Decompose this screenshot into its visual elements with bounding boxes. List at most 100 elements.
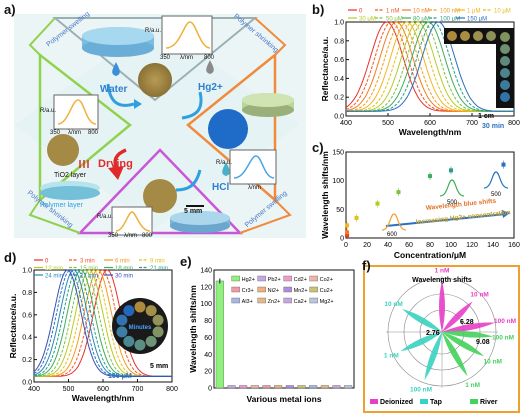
legend-entry: Ca2+ bbox=[294, 299, 307, 305]
panel-f: f) 1 nM 10 nM 100 nM 10 nM 1 nM 100 nM 1 nM 10 … bbox=[362, 258, 522, 415]
bar-0 bbox=[215, 280, 224, 389]
inset-right-y: R/a.u. bbox=[216, 160, 233, 166]
y-tick-label: 0.8 bbox=[22, 290, 32, 297]
legend-swatch bbox=[283, 275, 292, 282]
spectrum-line-10 bbox=[346, 21, 514, 112]
plot-frame bbox=[213, 269, 355, 389]
y-tick-label: 0.0 bbox=[334, 114, 344, 121]
inset-right-x: λ/nm bbox=[248, 185, 262, 191]
panel-d: d) 400 500 600 700 800 0.0 0.2 0.4 0.6 0.8 1.0 Wave… bbox=[0, 250, 180, 415]
inset-top-xmin: 350 bbox=[160, 55, 171, 61]
sample-photo bbox=[500, 92, 510, 102]
x-tick-label: 20 bbox=[363, 242, 371, 249]
legend-entry: 10 μM bbox=[494, 9, 511, 15]
legend-entry: 15 min bbox=[80, 266, 98, 272]
panel-a-diagram bbox=[14, 14, 306, 238]
panel-e: e) 0 20 40 60 80 100 120 140 Various metal ions W… bbox=[180, 254, 360, 415]
legend-swatch bbox=[309, 286, 318, 293]
legend-swatch bbox=[257, 286, 266, 293]
sample-photo bbox=[473, 31, 483, 41]
y-tick-label: 0.6 bbox=[22, 312, 32, 319]
legend-entry: 30 μM bbox=[359, 17, 376, 23]
time-sample-photo bbox=[145, 335, 157, 347]
petal-6 bbox=[442, 332, 468, 377]
x-tick-label: 40 bbox=[384, 242, 392, 249]
annotation-blue-shift: Wavelength blue shifts bbox=[425, 198, 496, 212]
concentration-label-d: 100 μM bbox=[108, 373, 132, 380]
inset-top-xmax: 800 bbox=[204, 55, 215, 61]
tio2-layer-label: TiO2 layer bbox=[54, 172, 87, 179]
legend-entry: 24 min bbox=[45, 274, 63, 280]
petal-0 bbox=[439, 280, 445, 332]
mini-spectrum bbox=[483, 171, 509, 189]
panel-d-chart: 400 500 600 700 800 0.0 0.2 0.4 0.6 0.8 1.0 Wavelen… bbox=[8, 259, 178, 404]
inset-bottom-xmin: 350 bbox=[108, 233, 119, 239]
legend-entry: 12 min bbox=[45, 266, 63, 272]
x-tick-label: 700 bbox=[466, 120, 478, 127]
legend-entry: 1 μM bbox=[467, 9, 480, 15]
time-sample-photo bbox=[152, 314, 164, 326]
petal-4 bbox=[400, 332, 442, 352]
legend-entry: 1 nM bbox=[386, 9, 399, 15]
legend-entry: 100 nM bbox=[440, 9, 460, 15]
legend-entry: Hg2+ bbox=[242, 277, 255, 283]
x-tick-label: 0 bbox=[344, 242, 348, 249]
y-tick-label: 0 bbox=[340, 236, 344, 243]
y-tick-label: 1.0 bbox=[22, 268, 32, 275]
bar-5 bbox=[274, 385, 283, 389]
legend-swatch bbox=[309, 275, 318, 282]
inset-left-xmin: 350 bbox=[50, 130, 61, 136]
legend-entry: 9 min bbox=[150, 259, 165, 265]
bar-10 bbox=[332, 385, 341, 389]
legend-entry: 100 μM bbox=[440, 17, 460, 23]
bar-1 bbox=[227, 385, 236, 389]
mini-label: 500 bbox=[491, 192, 502, 198]
scale-bar-b: 1 cm bbox=[478, 113, 494, 120]
y-tick-label: 0.8 bbox=[334, 38, 344, 45]
petal-label: 100 nM bbox=[410, 387, 432, 394]
petal-2 bbox=[442, 322, 496, 333]
panel-c-label: c) bbox=[312, 140, 324, 155]
x-tick-label: 400 bbox=[340, 120, 352, 127]
legend-swatch bbox=[470, 399, 478, 404]
y-tick-label: 120 bbox=[200, 284, 212, 291]
y-tick-label: 0.6 bbox=[334, 57, 344, 64]
legend-entry: Zn2+ bbox=[268, 299, 281, 305]
inset-bottom-x: λ/nm bbox=[124, 233, 138, 239]
inset-bottom-xmax: 800 bbox=[142, 233, 153, 239]
trend-arrowhead bbox=[502, 210, 510, 218]
panel-c: c) 0 20 40 60 80 100 120 140 160 0 50 100 150 Concent… bbox=[312, 140, 522, 265]
legend-entry: Tap bbox=[430, 399, 442, 406]
triangle-left bbox=[38, 52, 132, 203]
plot-frame bbox=[345, 151, 515, 239]
bar-2 bbox=[239, 385, 248, 389]
y-tick-label: 60 bbox=[204, 335, 212, 342]
legend-entry: 27 min bbox=[80, 274, 98, 280]
legend-entry: Al3+ bbox=[242, 299, 253, 305]
x-tick-label: 800 bbox=[508, 120, 520, 127]
x-tick-label: 600 bbox=[424, 120, 436, 127]
mini-label: 500 bbox=[447, 200, 458, 206]
bar-9 bbox=[320, 385, 329, 389]
legend-entry: 0 bbox=[45, 259, 49, 265]
mini-spectrum bbox=[439, 179, 465, 197]
legend-entry: River bbox=[480, 399, 498, 406]
sample-photo bbox=[447, 31, 457, 41]
mini-label: 600 bbox=[387, 232, 398, 238]
x-tick-label: 60 bbox=[405, 242, 413, 249]
legend-entry: 0 bbox=[359, 9, 363, 15]
y-tick-label: 40 bbox=[204, 352, 212, 359]
sample-photo bbox=[500, 56, 510, 66]
reagent-hcl: HCl bbox=[212, 182, 230, 193]
x-tick-label: 140 bbox=[487, 242, 499, 249]
petal-label: 100 nM bbox=[494, 318, 516, 325]
legend-entry: 3 min bbox=[80, 259, 95, 265]
ring-label: 9.08 bbox=[476, 339, 490, 346]
triangle-bottom bbox=[77, 148, 243, 235]
legend-swatch bbox=[257, 275, 266, 282]
x-tick-label: 600 bbox=[97, 386, 109, 393]
panel-b-label: b) bbox=[312, 2, 325, 17]
petal-label: 1 nM bbox=[465, 382, 480, 389]
petal-8 bbox=[442, 330, 494, 338]
panel-a-label: a) bbox=[4, 2, 16, 17]
